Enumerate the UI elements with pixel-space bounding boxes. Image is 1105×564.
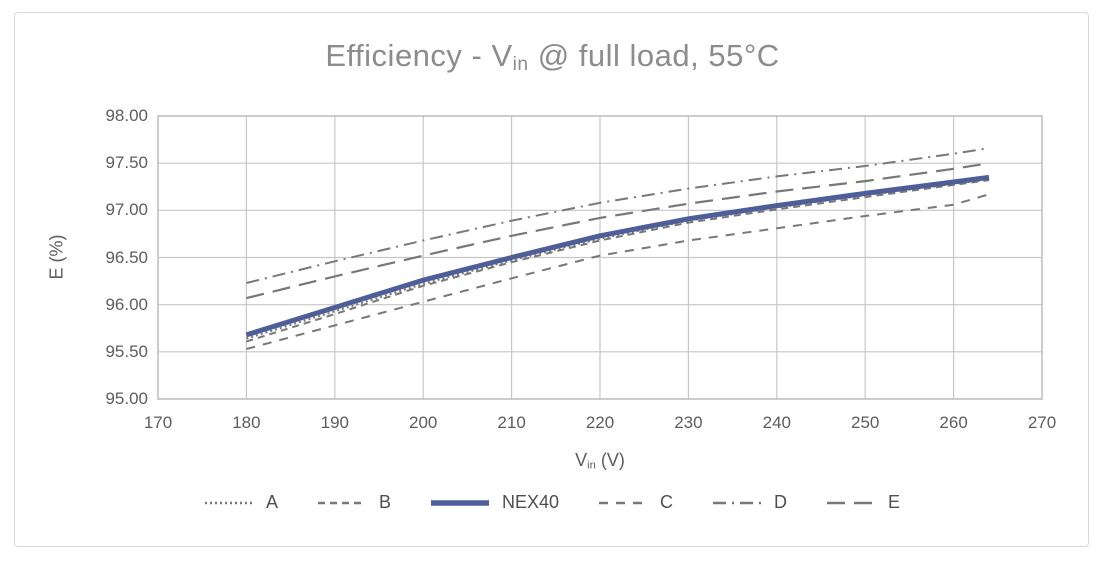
y-tick-label: 97.50 — [105, 153, 148, 173]
y-tick-label: 95.00 — [105, 389, 148, 408]
chart-outer-border — [14, 12, 1089, 547]
legend-marker-E — [827, 501, 876, 504]
y-tick-label: 95.50 — [105, 341, 148, 361]
y-tick-label: 96.50 — [105, 247, 148, 267]
legend-item-C: C — [599, 492, 673, 513]
chart-legend: A B NEX40 C D E — [0, 492, 1105, 513]
legend-label-D: D — [774, 492, 788, 512]
legend-item-E: E — [827, 492, 900, 513]
x-tick-label: 240 — [762, 413, 791, 432]
x-tick-label: 260 — [939, 413, 968, 432]
legend-item-A: A — [204, 492, 278, 513]
series-line-E — [246, 162, 990, 300]
series-line-D — [246, 147, 990, 284]
x-tick-label: 270 — [1027, 413, 1057, 432]
x-tick-label: 170 — [143, 413, 173, 432]
legend-item-D: D — [713, 492, 787, 513]
x-tick-label: 250 — [851, 413, 880, 432]
y-tick-label: 97.00 — [105, 200, 148, 220]
x-axis-title-suffix: (V) — [595, 450, 625, 470]
chart-title-prefix: Efficiency - V — [325, 38, 513, 73]
y-axis-title: E (%) — [46, 234, 67, 280]
legend-marker-NEX40 — [430, 499, 489, 506]
legend-marker-C — [599, 501, 648, 504]
series-line-C — [246, 193, 990, 350]
plot-border — [157, 115, 1043, 400]
legend-label-C: C — [660, 492, 674, 512]
x-axis-title: Vin (V) — [450, 450, 750, 471]
x-tick-label: 200 — [409, 413, 438, 432]
legend-marker-D — [713, 501, 762, 504]
legend-label-B: B — [378, 492, 391, 512]
series-line-A — [246, 178, 990, 340]
x-axis-title-prefix: V — [575, 450, 588, 470]
y-tick-label: 96.00 — [105, 294, 148, 314]
x-tick-label: 220 — [585, 413, 615, 432]
legend-item-B: B — [317, 492, 391, 513]
series-line-B — [246, 179, 990, 343]
y-tick-label: 98.00 — [105, 106, 148, 125]
legend-marker-A — [204, 501, 253, 504]
chart-title-suffix: @ full load, 55°C — [528, 38, 780, 73]
legend-label-NEX40: NEX40 — [501, 492, 560, 512]
legend-item-NEX40: NEX40 — [430, 492, 560, 513]
x-tick-label: 190 — [320, 413, 349, 432]
x-tick-label: 210 — [497, 413, 526, 432]
x-tick-label: 230 — [674, 413, 703, 432]
x-tick-label: 180 — [232, 413, 261, 432]
legend-label-A: A — [265, 492, 278, 512]
legend-marker-B — [317, 501, 366, 504]
x-axis-title-subscript: in — [587, 459, 596, 472]
series-line-NEX40 — [245, 174, 990, 338]
chart-title: Efficiency - Vin @ full load, 55°C — [0, 38, 1105, 76]
legend-label-E: E — [888, 492, 901, 512]
chart-title-subscript: in — [512, 54, 529, 76]
